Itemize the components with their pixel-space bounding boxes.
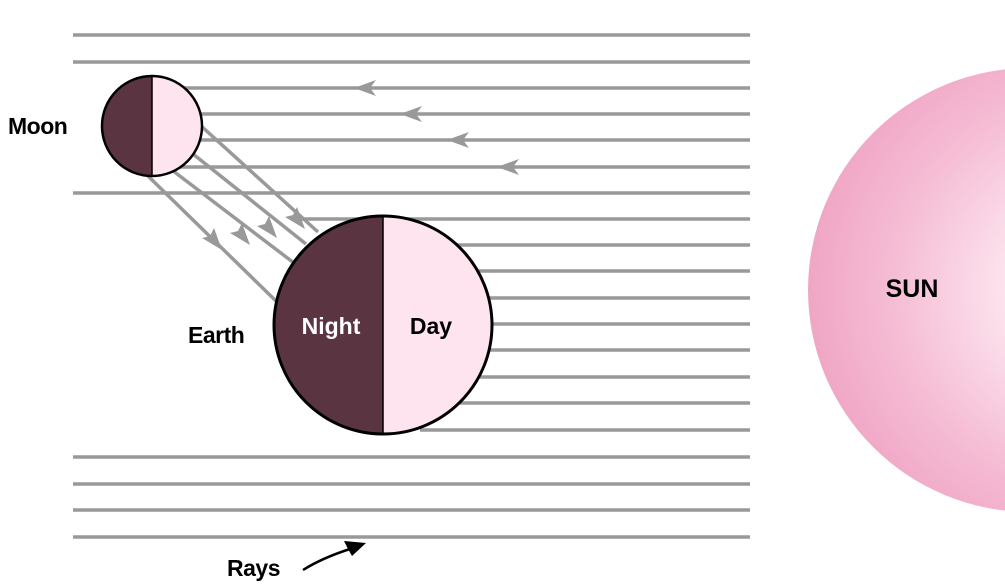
moon: Moon [8,74,204,178]
moonlight-ray [166,165,296,265]
day-label: Day [410,313,452,339]
sun-label: SUN [886,275,939,303]
earth-night-half [274,216,383,434]
sun: SUN [808,69,1005,511]
sun-rays [73,33,750,539]
sun-ray-arrows [354,80,519,175]
earth: Night Day Earth [188,214,494,436]
moon-label: Moon [8,113,67,139]
moonlight-arrow-icon [202,228,222,250]
moon-lit-half [152,76,202,176]
moonlight-arrow-icon [285,207,305,229]
earth-day-half [383,216,492,434]
moonlight-arrows [202,207,305,250]
rays-annotation: Rays [227,541,366,581]
ray-arrow-icon [447,132,469,148]
ray-arrow-icon [354,80,376,96]
ray-arrow-icon [400,106,422,122]
sun-disc [808,69,1005,511]
moon-dark-half [102,76,152,176]
rays-pointer-line [302,547,351,572]
moonlight-arrow-icon [257,216,277,238]
rays-pointer-arrow-icon [344,541,366,556]
rays-label: Rays [227,555,280,581]
earth-label: Earth [188,322,244,348]
moonlight-ray [186,148,308,246]
ray-arrow-icon [497,159,519,175]
night-label: Night [302,313,361,339]
moonlight-arrow-icon [230,223,250,245]
